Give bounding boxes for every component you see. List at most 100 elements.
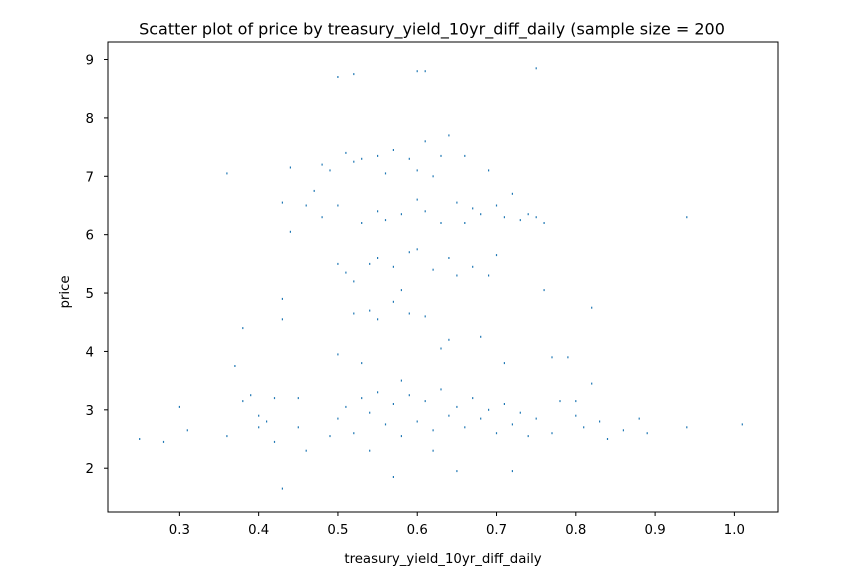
y-tick-label: 4 (86, 345, 94, 360)
data-point (392, 265, 394, 268)
data-point (511, 423, 513, 426)
data-point (567, 356, 569, 359)
data-point (289, 166, 291, 169)
data-point (178, 405, 180, 408)
data-point (591, 306, 593, 309)
data-point (408, 312, 410, 315)
x-tick-label: 0.7 (486, 523, 507, 538)
data-point (456, 274, 458, 277)
data-point (305, 449, 307, 452)
data-point (258, 414, 260, 417)
y-tick-label: 9 (86, 54, 94, 69)
x-axis: 0.3 0.4 0.5 0.6 0.7 0.8 0.9 1.0 (169, 512, 745, 538)
data-point (416, 420, 418, 423)
data-point (535, 67, 537, 70)
data-point (337, 417, 339, 420)
data-point (503, 403, 505, 405)
y-tick-label: 2 (86, 462, 94, 477)
data-point (448, 338, 450, 341)
data-point (472, 397, 474, 400)
data-point (321, 163, 323, 166)
data-point (361, 362, 363, 365)
data-point (456, 470, 458, 473)
data-point (480, 213, 482, 216)
data-point (424, 400, 426, 403)
plot-area-frame (107, 41, 779, 513)
data-point (551, 356, 553, 359)
y-axis-label: price (58, 275, 73, 308)
data-point (337, 204, 339, 207)
x-tick-label: 0.6 (407, 523, 428, 538)
data-point (424, 70, 426, 73)
data-point (543, 222, 545, 224)
data-point (297, 397, 299, 400)
data-point (432, 449, 434, 452)
data-point (281, 487, 283, 490)
y-axis: 2 3 4 5 6 7 8 9 (86, 54, 108, 477)
chart-title: Scatter plot of price by treasury_yield_… (139, 20, 725, 40)
data-point (583, 426, 585, 429)
data-point (527, 213, 529, 216)
x-tick-label: 0.9 (645, 523, 666, 538)
data-point (242, 327, 244, 330)
data-point (337, 262, 339, 265)
data-point (519, 411, 521, 414)
data-point (472, 265, 474, 268)
data-point (488, 408, 490, 411)
data-point (535, 417, 537, 420)
x-tick-label: 0.4 (248, 523, 269, 538)
data-point (440, 347, 442, 350)
data-point (464, 426, 466, 429)
data-point (369, 449, 371, 452)
x-tick-label: 0.8 (565, 523, 586, 538)
data-point (424, 210, 426, 213)
x-tick-label: 1.0 (724, 523, 745, 538)
data-point (503, 362, 505, 365)
data-point (329, 169, 331, 172)
data-point (305, 204, 307, 207)
data-point (337, 353, 339, 356)
data-point (686, 216, 688, 219)
data-point (369, 309, 371, 312)
data-point (495, 204, 498, 207)
data-point (345, 405, 347, 408)
data-point (440, 154, 442, 157)
data-point (345, 151, 347, 154)
data-point (321, 216, 323, 219)
data-point (448, 414, 450, 417)
data-point (258, 426, 260, 429)
data-point (345, 271, 347, 274)
data-point (408, 251, 410, 254)
data-point (384, 172, 387, 175)
data-point (622, 429, 624, 432)
data-point (369, 262, 371, 265)
data-point (266, 420, 268, 423)
y-tick-label: 5 (86, 287, 94, 302)
data-point (226, 172, 228, 175)
data-point (480, 335, 482, 338)
data-point (400, 379, 402, 382)
data-point (511, 192, 513, 195)
data-point (646, 432, 648, 435)
data-point (400, 213, 402, 216)
y-tick-label: 7 (86, 170, 94, 185)
data-point (599, 420, 601, 423)
data-point (281, 297, 283, 300)
data-point (432, 268, 434, 271)
data-point (519, 219, 521, 222)
data-point (408, 157, 410, 160)
data-point (456, 405, 458, 408)
data-point (377, 210, 379, 213)
data-point (377, 154, 379, 157)
data-point (686, 426, 688, 429)
data-point (289, 230, 291, 233)
data-point (480, 417, 482, 420)
data-point (575, 400, 577, 403)
x-tick-label: 0.3 (169, 523, 190, 538)
data-point (543, 289, 545, 292)
data-point (464, 222, 466, 224)
y-tick-label: 3 (86, 404, 94, 419)
data-point (424, 140, 426, 143)
